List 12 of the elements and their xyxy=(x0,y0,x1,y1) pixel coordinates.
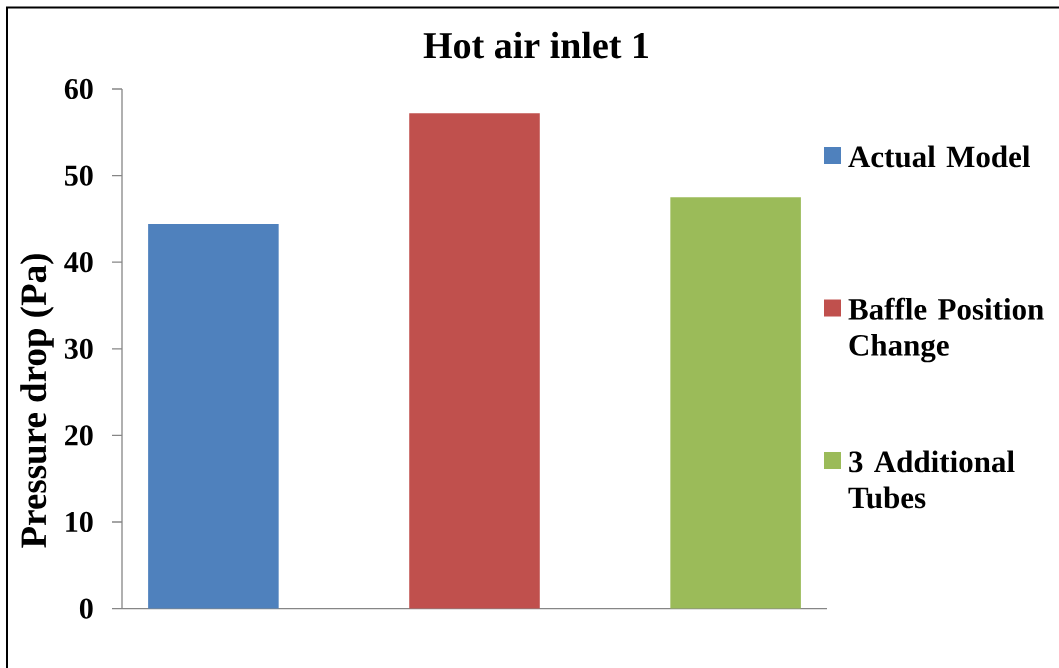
y-tick-label: 40 xyxy=(64,252,93,273)
y-tick-label: 50 xyxy=(65,165,93,186)
y-tick-label: 20 xyxy=(65,425,93,446)
y-tick-label: 10 xyxy=(66,511,93,533)
legend-label: 3 Additional Tubes xyxy=(848,450,1015,509)
legend-label: Actual Model xyxy=(848,145,1030,168)
y-axis-title: Pressure drop (Pa) xyxy=(20,254,54,548)
y-tick-label: 0 xyxy=(79,598,93,619)
legend-label: Baffle Position Change xyxy=(848,297,1044,363)
y-tick-label: 60 xyxy=(64,78,93,100)
chart-title: Hot air inlet 1 xyxy=(423,31,648,59)
y-tick-label: 30 xyxy=(64,338,93,359)
